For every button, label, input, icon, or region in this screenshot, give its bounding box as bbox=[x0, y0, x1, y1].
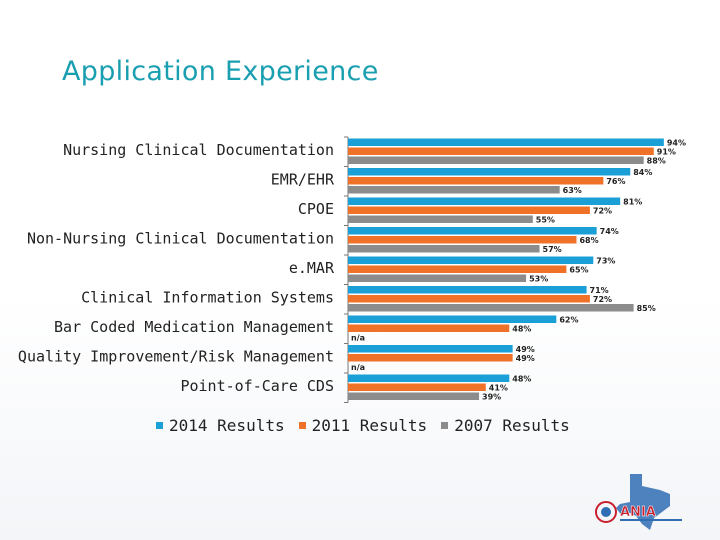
data-label: 65% bbox=[569, 266, 588, 275]
category-label: Point-of-Care CDS bbox=[180, 377, 334, 395]
bar-2007 bbox=[348, 274, 527, 282]
bar-2014 bbox=[348, 197, 621, 205]
chart-legend: 2014 Results 2011 Results 2007 Results bbox=[156, 416, 570, 435]
data-label: 84% bbox=[633, 168, 652, 177]
data-label: 68% bbox=[579, 236, 598, 245]
legend-label-2014: 2014 Results bbox=[169, 416, 285, 435]
data-label: 55% bbox=[536, 216, 555, 225]
legend-label-2007: 2007 Results bbox=[454, 416, 570, 435]
legend-item-2014: 2014 Results bbox=[156, 416, 285, 435]
bar-2007 bbox=[348, 392, 480, 400]
category-label: Quality Improvement/Risk Management bbox=[18, 348, 334, 366]
category-label: e.MAR bbox=[289, 259, 335, 277]
bar-2011 bbox=[348, 324, 510, 332]
legend-item-2007: 2007 Results bbox=[441, 416, 570, 435]
data-label: n/a bbox=[351, 363, 365, 372]
data-label: 76% bbox=[606, 177, 625, 186]
ania-logo: ANIA bbox=[595, 474, 682, 530]
data-label: 48% bbox=[512, 325, 531, 334]
legend-label-2011: 2011 Results bbox=[311, 416, 428, 435]
data-label: n/a bbox=[351, 334, 365, 343]
category-label: Non-Nursing Clinical Documentation bbox=[27, 230, 334, 248]
category-label: Nursing Clinical Documentation bbox=[63, 141, 334, 159]
data-label: 72% bbox=[593, 295, 612, 304]
data-label: 81% bbox=[623, 198, 642, 207]
category-label: EMR/EHR bbox=[271, 171, 335, 189]
data-label: 91% bbox=[657, 148, 676, 157]
legend-swatch-2011 bbox=[298, 422, 306, 429]
bar-2014 bbox=[348, 256, 594, 264]
bar-2011 bbox=[348, 354, 513, 362]
bar-2011 bbox=[348, 147, 654, 155]
bar-2014 bbox=[348, 315, 557, 323]
bar-2007 bbox=[348, 215, 533, 223]
page-title: Application Experience bbox=[62, 56, 379, 87]
bar-2014 bbox=[348, 168, 631, 176]
bar-2011 bbox=[348, 206, 590, 214]
data-label: 88% bbox=[647, 157, 666, 166]
data-label: 39% bbox=[482, 393, 501, 402]
bar-2011 bbox=[348, 265, 567, 273]
bar-2007 bbox=[348, 156, 644, 164]
data-label: 73% bbox=[596, 257, 615, 266]
data-label: 49% bbox=[516, 354, 535, 363]
data-label: 72% bbox=[593, 207, 612, 216]
texas-shape-icon bbox=[616, 474, 670, 530]
legend-swatch-2007 bbox=[441, 422, 449, 429]
category-label: Bar Coded Medication Management bbox=[54, 318, 334, 336]
data-label: 71% bbox=[590, 286, 609, 295]
bar-2014 bbox=[348, 138, 664, 146]
category-label: CPOE bbox=[298, 200, 334, 218]
data-label: 57% bbox=[543, 245, 562, 254]
logo-seal-icon bbox=[595, 501, 617, 523]
bar-2014 bbox=[348, 345, 513, 353]
data-label: 62% bbox=[559, 316, 578, 325]
bar-2007 bbox=[348, 304, 634, 312]
data-label: 41% bbox=[489, 384, 508, 393]
data-label: 63% bbox=[563, 186, 582, 195]
data-label: 85% bbox=[637, 304, 656, 313]
bar-2011 bbox=[348, 177, 604, 185]
logo-text: ANIA bbox=[620, 505, 656, 520]
bar-2007 bbox=[348, 186, 560, 194]
bar-2014 bbox=[348, 286, 587, 294]
data-label: 53% bbox=[529, 275, 548, 284]
bar-2014 bbox=[348, 374, 510, 382]
category-label: Clinical Information Systems bbox=[81, 289, 334, 307]
data-label: 94% bbox=[667, 139, 686, 148]
bar-2007 bbox=[348, 245, 540, 253]
data-label: 74% bbox=[600, 227, 619, 236]
data-label: 48% bbox=[512, 375, 531, 384]
bar-2011 bbox=[348, 383, 486, 391]
legend-swatch-2014 bbox=[156, 422, 163, 429]
bar-2011 bbox=[348, 295, 590, 303]
data-label: 49% bbox=[516, 345, 535, 354]
legend-item-2011: 2011 Results bbox=[298, 416, 428, 435]
bar-2014 bbox=[348, 227, 597, 235]
bar-2011 bbox=[348, 236, 577, 244]
